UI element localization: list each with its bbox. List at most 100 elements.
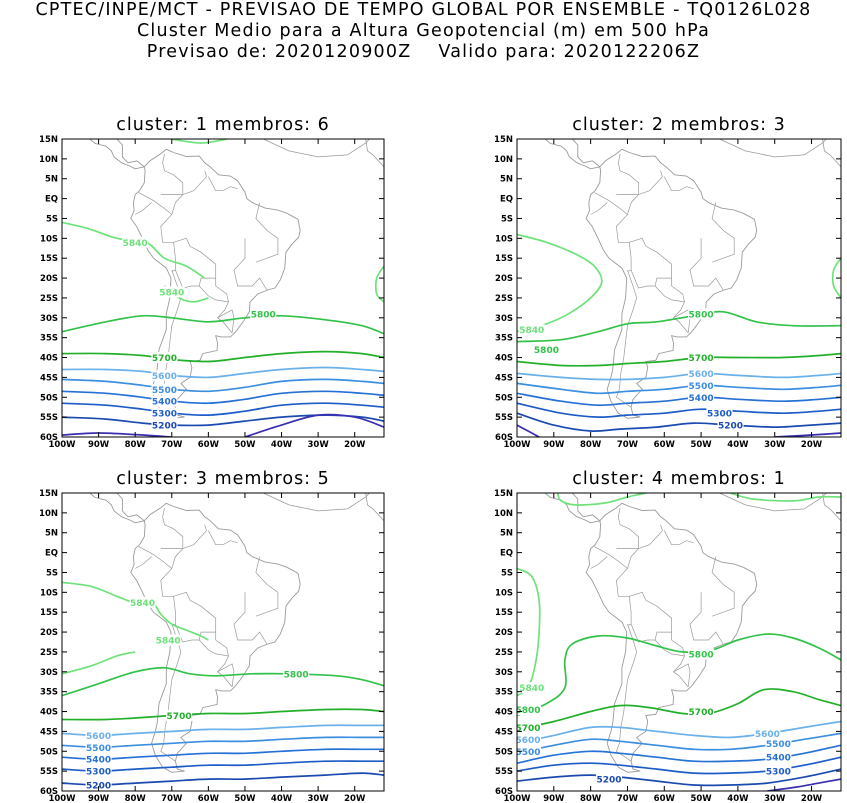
lat-label: 5S (46, 568, 58, 578)
panel-title: cluster: 4 membros: 1 (572, 469, 786, 489)
lon-label: 50W (234, 440, 256, 450)
map-area: 5840580058005700570056005600550055005400… (517, 493, 841, 791)
contour-5600 (62, 366, 384, 379)
lon-label: 80W (580, 794, 602, 803)
lon-label: 20W (344, 794, 366, 803)
lat-label: 10S (495, 588, 513, 598)
country-border (160, 194, 233, 334)
contour-label-bg (765, 737, 792, 749)
lat-label: 15N (39, 135, 58, 145)
lon-label: 100W (48, 440, 76, 450)
contour-5840 (374, 265, 384, 303)
country-border (198, 285, 229, 303)
map-frame (61, 492, 385, 792)
lat-label: 50S (495, 393, 513, 403)
contour-label-bg (85, 729, 112, 741)
country-border (135, 202, 152, 215)
country-border (615, 623, 638, 762)
contour-5800 (62, 314, 384, 335)
contour-label-5500: 5500 (152, 386, 177, 396)
coastline-africa (822, 139, 841, 168)
contour-label-5200: 5200 (718, 422, 743, 432)
contour-label-bg (85, 741, 112, 753)
contour-label-5600: 5600 (689, 370, 714, 380)
country-border (711, 202, 735, 263)
country-border (638, 524, 663, 549)
contour-5840 (62, 581, 209, 641)
lat-label: 60S (495, 433, 513, 443)
contour-label-5200: 5200 (152, 422, 177, 432)
contour-5800 (517, 310, 841, 343)
contour-label-bg (151, 352, 178, 364)
lon-label: 50W (690, 440, 712, 450)
contour-5200 (62, 772, 384, 786)
contour-label-5800: 5800 (689, 310, 714, 320)
lon-label: 70W (617, 440, 639, 450)
lat-label: 5S (501, 214, 513, 224)
contour-5200 (62, 414, 384, 427)
coastline-central-america (571, 139, 601, 168)
lat-label: 15N (494, 489, 513, 499)
contour-label-5800: 5800 (689, 650, 714, 660)
country-border (673, 309, 691, 333)
lat-label: 10N (39, 155, 58, 165)
lat-label: 20S (495, 628, 513, 638)
contour-5840 (517, 233, 603, 333)
lat-label: 10S (40, 234, 58, 244)
contour-label-5500: 5500 (689, 382, 714, 392)
contour-label-bg (688, 706, 715, 718)
country-border (673, 663, 691, 687)
contour-label-5840: 5840 (159, 288, 184, 298)
lat-label: EQ (500, 195, 513, 205)
contour-label-bg (517, 733, 542, 745)
lon-label: 90W (543, 794, 565, 803)
coastline-central-america-pacific (544, 139, 600, 170)
coastline (585, 502, 758, 773)
country-border (208, 530, 238, 546)
country-border (175, 623, 216, 643)
country-border (182, 170, 207, 195)
contour-label-5300: 5300 (86, 768, 111, 778)
country-border (594, 192, 628, 215)
country-border (638, 170, 663, 195)
lat-label: 60S (495, 787, 513, 797)
lat-label: EQ (500, 549, 513, 559)
contour-5500 (517, 732, 841, 755)
contour-label-bg (533, 344, 560, 356)
contour-5300 (517, 402, 841, 419)
lon-label: 100W (503, 794, 531, 803)
lon-label: 20W (801, 440, 823, 450)
contour-label-bg (688, 391, 715, 403)
contour-5200 (517, 768, 841, 787)
coastline-central-america-pacific (89, 139, 145, 170)
contour-label-5500: 5500 (766, 740, 791, 750)
country-border (654, 285, 685, 303)
country-border (654, 639, 685, 657)
contour-label-5300: 5300 (152, 410, 177, 420)
lon-label: 20W (344, 440, 366, 450)
lon-label: 60W (654, 794, 676, 803)
contour-label-bg (765, 751, 792, 763)
contour-label-bg (596, 773, 623, 785)
contour-label-bg (158, 286, 185, 298)
lon-label: 70W (617, 794, 639, 803)
lat-label: 20S (495, 274, 513, 284)
coastline (130, 502, 301, 773)
country-border (198, 639, 229, 657)
lat-label: 5S (46, 214, 58, 224)
lat-label: 55S (40, 413, 58, 423)
contour-label-bg (688, 367, 715, 379)
country-border (175, 269, 216, 289)
lat-label: 35S (40, 688, 58, 698)
coastline (585, 148, 758, 419)
lat-label: 25S (495, 294, 513, 304)
contour-label-5400: 5400 (86, 756, 111, 766)
country-border (255, 202, 279, 263)
country-border (689, 238, 724, 291)
contour-label-5840: 5840 (519, 684, 544, 694)
lat-label: 5N (500, 529, 513, 539)
country-border (233, 238, 268, 291)
contour-5500 (517, 382, 841, 395)
lon-label: 30W (308, 794, 330, 803)
